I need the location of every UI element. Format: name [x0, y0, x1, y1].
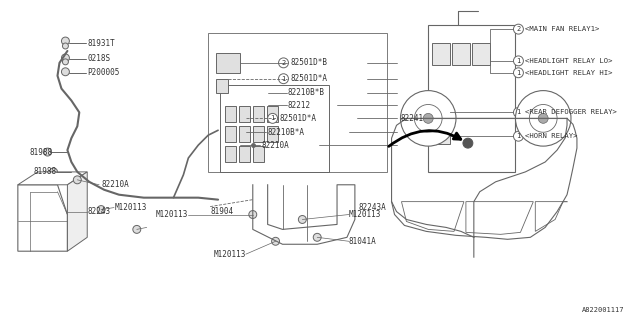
- Circle shape: [61, 37, 69, 45]
- Bar: [220, 85, 329, 172]
- Bar: [267, 126, 278, 142]
- Polygon shape: [466, 202, 533, 234]
- Bar: [208, 33, 387, 172]
- Text: 82241: 82241: [401, 114, 424, 123]
- Bar: [432, 126, 450, 144]
- Circle shape: [61, 54, 69, 62]
- Bar: [428, 25, 515, 172]
- Bar: [253, 146, 264, 162]
- Circle shape: [271, 237, 280, 245]
- Circle shape: [463, 138, 473, 148]
- Text: 82210B*A: 82210B*A: [268, 128, 305, 137]
- Circle shape: [401, 91, 456, 146]
- Bar: [432, 43, 450, 65]
- Circle shape: [513, 56, 524, 66]
- Text: M120113: M120113: [214, 250, 246, 259]
- Bar: [225, 146, 236, 162]
- Circle shape: [298, 215, 307, 223]
- Text: 82501D*A: 82501D*A: [280, 114, 317, 123]
- Text: 82243: 82243: [87, 207, 110, 216]
- Circle shape: [97, 205, 105, 213]
- Bar: [216, 79, 228, 92]
- Circle shape: [414, 105, 442, 132]
- Text: 82210A: 82210A: [101, 180, 129, 189]
- Text: M120113: M120113: [156, 210, 188, 219]
- Text: 81988: 81988: [34, 167, 57, 176]
- Text: 82210B*B: 82210B*B: [287, 88, 324, 97]
- Text: 81904: 81904: [210, 207, 233, 216]
- Text: 1: 1: [282, 76, 285, 82]
- Polygon shape: [535, 202, 563, 231]
- Circle shape: [49, 168, 58, 176]
- Circle shape: [63, 59, 68, 65]
- Bar: [239, 126, 250, 142]
- Text: 1: 1: [516, 133, 520, 139]
- Bar: [253, 107, 264, 122]
- Bar: [253, 126, 264, 142]
- Text: 2: 2: [516, 26, 520, 32]
- Text: M120113: M120113: [115, 203, 147, 212]
- Circle shape: [423, 113, 433, 123]
- Text: 1: 1: [516, 58, 520, 64]
- Circle shape: [63, 43, 68, 49]
- Circle shape: [513, 24, 524, 34]
- Text: M120113: M120113: [349, 210, 381, 219]
- Text: 1: 1: [271, 116, 275, 121]
- Text: 1: 1: [516, 70, 520, 76]
- Circle shape: [61, 68, 69, 76]
- Text: 82243A: 82243A: [359, 203, 387, 212]
- Text: 81988: 81988: [29, 148, 53, 156]
- Text: A822001117: A822001117: [582, 307, 625, 313]
- Bar: [225, 107, 236, 122]
- Bar: [267, 107, 278, 122]
- Bar: [216, 53, 240, 73]
- Text: 81931T: 81931T: [87, 38, 115, 48]
- Text: 82501D*A: 82501D*A: [291, 74, 328, 83]
- Text: P200005: P200005: [87, 68, 120, 77]
- Bar: [225, 126, 236, 142]
- Text: <REAR DEFOGGER RELAY>: <REAR DEFOGGER RELAY>: [525, 109, 617, 116]
- Polygon shape: [18, 185, 67, 251]
- Circle shape: [249, 211, 257, 219]
- Circle shape: [538, 113, 548, 123]
- Text: <HEADLIGHT RELAY HI>: <HEADLIGHT RELAY HI>: [525, 70, 613, 76]
- Circle shape: [268, 113, 278, 123]
- Text: 82212: 82212: [287, 101, 310, 110]
- Text: 82501D*B: 82501D*B: [291, 58, 328, 67]
- Polygon shape: [18, 172, 87, 185]
- Circle shape: [529, 105, 557, 132]
- Text: 0218S: 0218S: [87, 54, 110, 63]
- Text: <HEADLIGHT RELAY LO>: <HEADLIGHT RELAY LO>: [525, 58, 613, 64]
- Text: 1: 1: [516, 109, 520, 116]
- Circle shape: [278, 74, 289, 84]
- Bar: [239, 107, 250, 122]
- Circle shape: [133, 225, 141, 233]
- Text: <HORN RELAY>: <HORN RELAY>: [525, 133, 578, 139]
- Circle shape: [278, 58, 289, 68]
- Polygon shape: [67, 172, 87, 251]
- Text: <MAIN FAN RELAY1>: <MAIN FAN RELAY1>: [525, 26, 600, 32]
- Polygon shape: [401, 202, 464, 231]
- Circle shape: [513, 68, 524, 78]
- Circle shape: [513, 131, 524, 141]
- Circle shape: [313, 233, 321, 241]
- Bar: [472, 43, 490, 65]
- Text: 82210A: 82210A: [262, 140, 289, 150]
- Bar: [452, 43, 470, 65]
- Bar: [239, 146, 250, 162]
- Bar: [432, 102, 450, 120]
- Text: 2: 2: [282, 60, 285, 66]
- Circle shape: [515, 91, 571, 146]
- Circle shape: [513, 108, 524, 117]
- Text: 81041A: 81041A: [349, 237, 377, 246]
- Circle shape: [74, 176, 81, 184]
- Circle shape: [44, 148, 52, 156]
